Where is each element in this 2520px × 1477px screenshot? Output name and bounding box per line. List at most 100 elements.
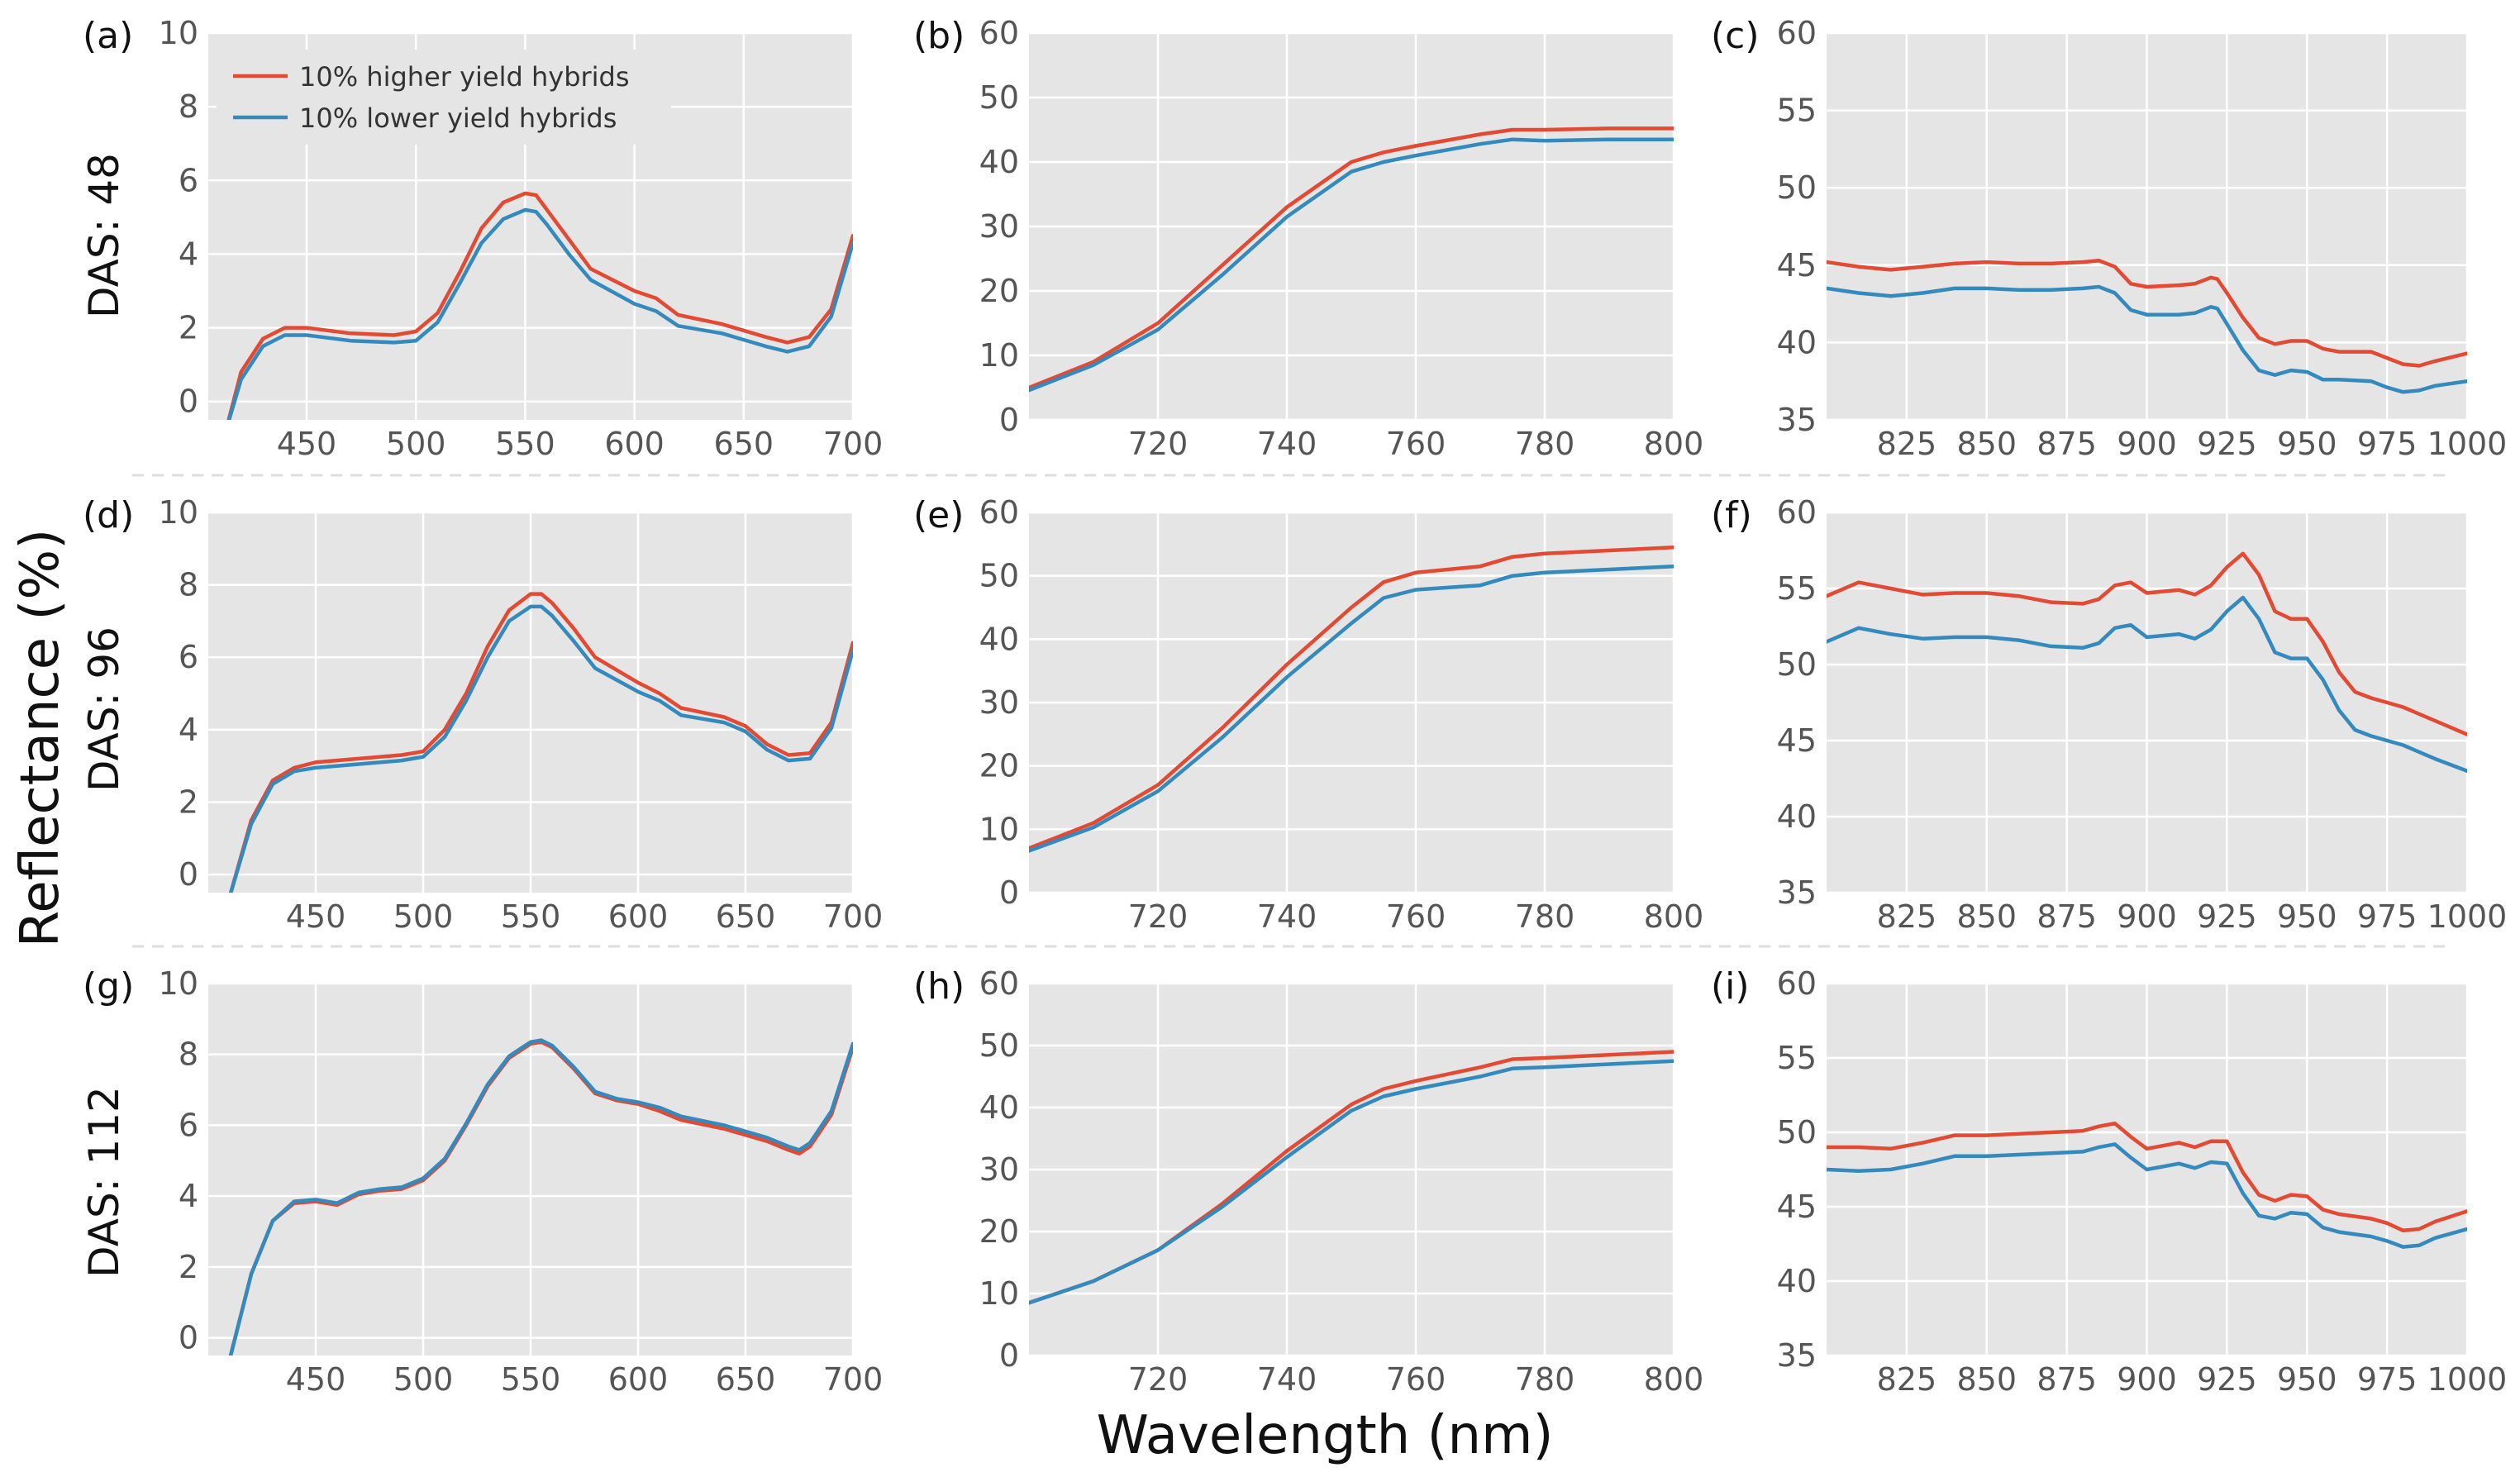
- panel-i-y-tick-label: 60: [1777, 965, 1817, 1002]
- panel-c-x-tick-label: 825: [1877, 426, 1937, 462]
- panel-c-x-tick-label: 900: [2117, 426, 2177, 462]
- panel-d-lower-yield-line: [228, 604, 853, 893]
- panel-a-x-tick-label: 550: [495, 426, 555, 462]
- panel-f-x-tick-label: 1000: [2427, 898, 2508, 935]
- panel-i-x-tick-label: 950: [2277, 1361, 2337, 1398]
- panel-b-x-tick-label: 740: [1257, 426, 1317, 462]
- panel-c-label: (c): [1711, 15, 1760, 57]
- panel-e-x-tick-label: 740: [1257, 898, 1317, 935]
- panel-c-y-tick-label: 35: [1777, 402, 1817, 438]
- panel-a-lower-yield-line: [226, 207, 853, 420]
- panel-f-x-tick-label: 900: [2117, 898, 2177, 935]
- panel-c-x-tick-label: 875: [2036, 426, 2097, 462]
- panel-h-y-tick-label: 10: [979, 1275, 1019, 1312]
- panel-i-series: [1827, 1121, 2467, 1249]
- panel-f-higher-yield-line: [1827, 551, 2467, 736]
- panel-d-y-tick-label: 0: [179, 856, 198, 893]
- panel-e-y-tick-label: 40: [979, 621, 1019, 657]
- panel-f-x-tick-label: 950: [2277, 898, 2337, 935]
- row-label-das-96: DAS: 96: [80, 627, 128, 792]
- panel-g-x-tick-label: 600: [608, 1361, 669, 1398]
- panel-d-higher-yield-line: [228, 592, 853, 893]
- panel-g-y-tick-label: 8: [179, 1036, 198, 1073]
- panel-i-x-tick-label: 850: [1956, 1361, 2017, 1398]
- panel-g: 450 500 550 600 650 700 0 2 4 6 8 10 (g): [83, 965, 883, 1398]
- panel-a-higher-yield-line: [226, 191, 853, 420]
- panel-e-y-tick-label: 50: [979, 558, 1019, 594]
- panel-f-x-tick-label: 850: [1956, 898, 2017, 935]
- panel-a-x-tick-label: 700: [823, 426, 884, 462]
- panel-a-x-tick-label: 450: [277, 426, 337, 462]
- panel-c-lower-yield-line: [1827, 284, 2467, 394]
- panel-d-y-tick-label: 2: [179, 784, 198, 820]
- panel-h-y-tick-label: 40: [979, 1089, 1019, 1126]
- panel-d-y-tick-label: 8: [179, 567, 198, 603]
- figure-labels: Reflectance (%) Wavelength (nm) DAS: 48 …: [10, 153, 1553, 1466]
- panel-e-y-tick-label: 60: [979, 494, 1019, 531]
- panel-f-series: [1827, 551, 2467, 774]
- panel-a-series: [226, 191, 853, 420]
- panel-d: 450 500 550 600 650 700 0 2 4 6 8 10 (d): [83, 494, 883, 935]
- panel-i-y-tick-label: 55: [1777, 1040, 1817, 1076]
- panel-b-higher-yield-line: [1029, 126, 1674, 390]
- panel-f-x-tick-label: 975: [2357, 898, 2418, 935]
- panel-h-y-tick-label: 50: [979, 1027, 1019, 1064]
- panel-e-x-tick-label: 780: [1515, 898, 1575, 935]
- panel-f-y-tick-label: 55: [1777, 570, 1817, 607]
- panel-c-series: [1827, 258, 2467, 394]
- panel-e-y-tick-label: 0: [999, 874, 1019, 911]
- panel-b-lower-yield-line: [1029, 137, 1674, 393]
- panel-g-y-tick-label: 10: [159, 965, 198, 1002]
- x-axis-title: Wavelength (nm): [1097, 1405, 1554, 1466]
- panel-f-y-tick-label: 50: [1777, 646, 1817, 683]
- panel-e-y-tick-label: 10: [979, 811, 1019, 847]
- panel-b-y-tick-label: 40: [979, 144, 1019, 180]
- panel-d-label: (d): [83, 494, 134, 536]
- panel-d-x-tick-label: 500: [393, 898, 454, 935]
- panel-h: 720 740 760 780 800 0 10 20 30 40 50 60 (h): [913, 965, 1703, 1398]
- panel-i-lower-yield-line: [1827, 1142, 2467, 1249]
- panel-b-label: (b): [913, 15, 965, 57]
- panel-g-x-tick-label: 500: [393, 1361, 454, 1398]
- panel-g-series: [228, 1038, 853, 1356]
- panel-i-x-tick-label: 1000: [2427, 1361, 2508, 1398]
- panel-b-y-tick-label: 50: [979, 79, 1019, 116]
- panel-a-y-tick-label: 4: [179, 236, 198, 272]
- panel-e-x-tick-label: 760: [1386, 898, 1446, 935]
- panel-g-x-tick-label: 450: [286, 1361, 346, 1398]
- panel-a-y-tick-label: 6: [179, 162, 198, 198]
- legend: 10% higher yield hybrids 10% lower yield…: [217, 50, 671, 145]
- panel-c-x-tick-label: 950: [2277, 426, 2337, 462]
- panel-h-y-tick-label: 30: [979, 1151, 1019, 1188]
- panel-d-x-tick-label: 650: [716, 898, 776, 935]
- panel-a-x-tick-label: 650: [714, 426, 774, 462]
- panel-g-y-tick-label: 2: [179, 1249, 198, 1285]
- panel-c-x-tick-label: 925: [2197, 426, 2257, 462]
- panel-a-y-tick-label: 0: [179, 384, 198, 420]
- y-axis-title: Reflectance (%): [10, 529, 71, 947]
- panel-c-y-tick-label: 50: [1777, 169, 1817, 206]
- panel-c-x-tick-label: 850: [1956, 426, 2017, 462]
- legend-box: [217, 50, 671, 145]
- panel-f-label: (f): [1711, 494, 1752, 536]
- panel-a-x-tick-label: 600: [604, 426, 665, 462]
- panel-e-label: (e): [913, 494, 964, 536]
- panel-g-lower-yield-line: [228, 1038, 853, 1356]
- panel-h-x-tick-label: 800: [1644, 1361, 1704, 1398]
- panel-g-label: (g): [83, 965, 134, 1008]
- panel-i-x-tick-label: 875: [2036, 1361, 2097, 1398]
- panel-i: 825 850 875 900 925 950 975 1000 35 40 45 50 55 60 (i): [1711, 965, 2507, 1398]
- panel-c: 825 850 875 900 925 950 975 1000 35 40 45 50 55 60 (c): [1711, 15, 2507, 462]
- panel-h-x-tick-label: 780: [1515, 1361, 1575, 1398]
- panel-d-y-tick-label: 10: [159, 494, 198, 531]
- panel-b-y-tick-label: 30: [979, 208, 1019, 245]
- panel-i-y-tick-label: 50: [1777, 1114, 1817, 1151]
- panel-e-y-tick-label: 20: [979, 748, 1019, 784]
- panel-i-y-tick-label: 40: [1777, 1263, 1817, 1299]
- panel-b-y-tick-label: 0: [999, 402, 1019, 438]
- panel-f-lower-yield-line: [1827, 595, 2467, 774]
- panel-b-y-tick-label: 20: [979, 273, 1019, 309]
- row-label-das-48: DAS: 48: [80, 153, 128, 318]
- panel-h-y-tick-label: 0: [999, 1337, 1019, 1374]
